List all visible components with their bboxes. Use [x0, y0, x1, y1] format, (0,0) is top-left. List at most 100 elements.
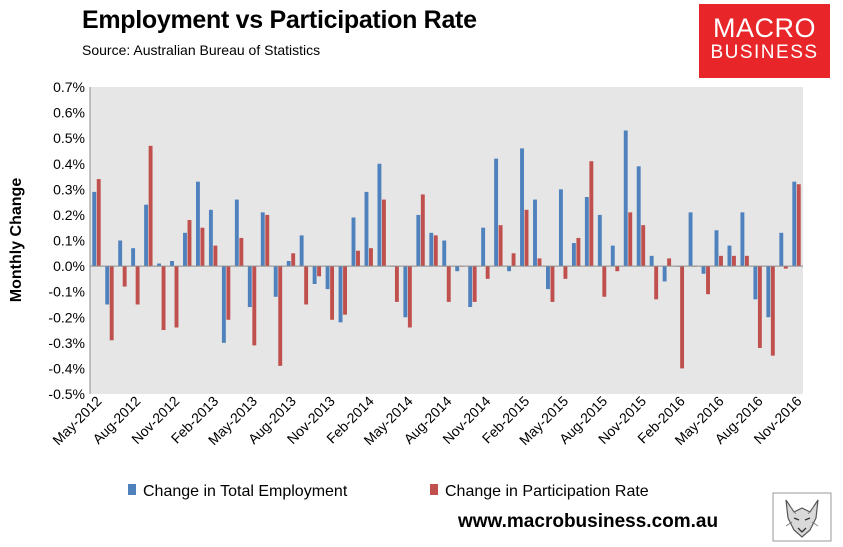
bar-employment: [403, 266, 408, 318]
y-axis-label: Monthly Change: [8, 178, 25, 303]
chart-title: Employment vs Participation Rate: [82, 6, 477, 34]
bar-participation: [226, 266, 231, 320]
bar-participation: [706, 266, 710, 295]
bar-participation: [148, 145, 153, 267]
bar-participation: [511, 253, 516, 267]
bar-employment: [468, 266, 473, 308]
bar-employment: [584, 197, 589, 267]
bar-participation: [394, 266, 399, 302]
bar-employment: [558, 189, 563, 267]
bar-employment: [105, 266, 110, 305]
bar-employment: [299, 235, 304, 267]
bar-employment: [208, 209, 213, 267]
bar-employment: [623, 130, 628, 267]
y-tick-label: 0.3%: [53, 181, 85, 197]
bar-participation: [602, 266, 607, 297]
bar-employment: [377, 163, 382, 267]
bar-employment: [662, 266, 667, 282]
bar-participation: [563, 266, 568, 279]
bar-employment: [351, 217, 356, 267]
bar-participation: [343, 266, 347, 315]
bar-employment: [649, 255, 654, 267]
bar-participation: [524, 209, 529, 267]
y-tick-label: 0.4%: [53, 156, 85, 172]
y-tick-label: 0.6%: [53, 105, 85, 121]
bar-participation: [796, 184, 801, 267]
bar-participation: [265, 214, 270, 267]
bar-participation: [537, 258, 542, 267]
bar-employment: [597, 214, 602, 267]
y-tick-label: -0.1%: [48, 284, 85, 300]
bar-participation: [407, 266, 412, 328]
bar-participation: [589, 161, 594, 267]
bar-participation: [446, 266, 451, 302]
bar-participation: [330, 266, 335, 320]
bar-employment: [273, 266, 278, 297]
legend-swatch-participation: [430, 484, 438, 495]
y-tick-label: -0.5%: [48, 386, 85, 402]
bar-participation: [732, 255, 736, 267]
y-tick-label: 0.7%: [53, 79, 85, 95]
bar-employment: [507, 266, 512, 272]
bar-participation: [239, 237, 244, 267]
bar-participation: [356, 250, 360, 267]
macrobusiness-logo: MACRO BUSINESS: [699, 4, 830, 78]
bar-employment: [779, 232, 784, 267]
bar-participation: [550, 266, 555, 302]
bar-participation: [213, 245, 218, 267]
y-tick-label: -0.2%: [48, 309, 85, 325]
bar-employment: [792, 181, 797, 267]
bar-employment: [131, 248, 136, 267]
bar-employment: [520, 148, 524, 267]
bar-employment: [714, 230, 719, 267]
bar-employment: [195, 181, 200, 267]
bar-employment: [481, 227, 486, 267]
bar-participation: [654, 266, 659, 300]
bar-employment: [636, 166, 641, 267]
bar-participation: [135, 266, 140, 305]
bar-employment: [701, 266, 706, 274]
legend-label-participation: Change in Participation Rate: [445, 483, 649, 500]
bar-participation: [161, 266, 166, 331]
x-tick-labels: May-2012Aug-2012Nov-2012Feb-2013May-2013…: [49, 393, 804, 448]
bar-participation: [757, 266, 762, 348]
y-tick-label: 0.5%: [53, 130, 85, 146]
bar-employment: [364, 191, 369, 267]
bar-employment: [286, 260, 291, 267]
bars-group: [92, 130, 801, 369]
y-tick-label: -0.3%: [48, 335, 85, 351]
bar-employment: [338, 266, 343, 323]
legend: Change in Total Employment Change in Par…: [128, 483, 649, 500]
bar-participation: [744, 255, 749, 267]
bar-participation: [615, 266, 620, 272]
bar-participation: [304, 266, 309, 305]
bar-participation: [187, 220, 192, 267]
bar-participation: [783, 266, 788, 269]
bar-participation: [498, 225, 503, 267]
bar-participation: [420, 194, 425, 267]
bar-participation: [770, 266, 775, 356]
bar-participation: [174, 266, 179, 328]
bar-participation: [109, 266, 114, 341]
bar-employment: [455, 266, 460, 272]
bar-employment: [740, 212, 745, 267]
bar-participation: [628, 212, 633, 267]
bar-employment: [610, 245, 615, 267]
bar-participation: [680, 266, 685, 369]
bar-employment: [92, 191, 97, 267]
bar-participation: [369, 248, 373, 267]
bar-participation: [200, 227, 205, 267]
bar-participation: [381, 199, 386, 267]
bar-participation: [96, 179, 101, 267]
logo-line-business: BUSINESS: [710, 42, 819, 63]
bar-employment: [118, 240, 123, 267]
website-url: www.macrobusiness.com.au: [458, 511, 719, 532]
bar-participation: [485, 266, 490, 279]
bar-employment: [753, 266, 758, 300]
bar-employment: [247, 266, 252, 308]
logo-line-macro: MACRO: [713, 13, 816, 43]
bar-employment: [416, 214, 421, 267]
bar-employment: [183, 232, 187, 267]
bar-employment: [312, 266, 317, 284]
